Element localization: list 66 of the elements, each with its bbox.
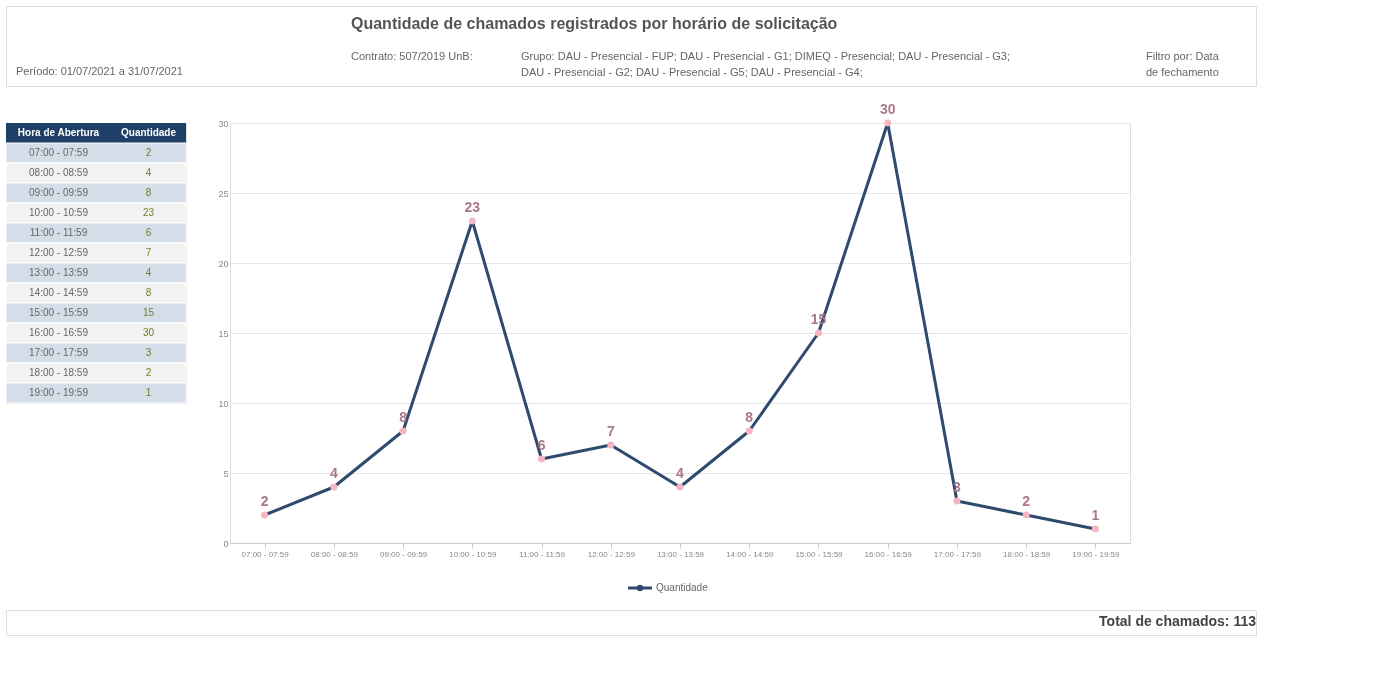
category-label: 10:00 - 10:59 xyxy=(29,207,89,218)
text: Hora de Abertura xyxy=(17,127,100,138)
category-label: 07:00 - 07:59 xyxy=(29,147,89,158)
data-label: 4 xyxy=(329,465,338,481)
text: 2 xyxy=(145,147,152,158)
text: Quantidade xyxy=(120,127,177,138)
text: 2 xyxy=(145,367,152,378)
data-label: 7 xyxy=(606,423,615,439)
x-tick-label: 18:00 - 18:59 xyxy=(1003,549,1051,559)
x-tick-label: 14:00 - 14:59 xyxy=(726,549,774,559)
x-tick-label: 09:00 - 09:59 xyxy=(380,549,428,559)
x-tick-label: 16:00 - 16:59 xyxy=(864,549,913,559)
text: 8 xyxy=(145,287,152,298)
data-label: 2 xyxy=(260,493,269,509)
text: Contrato: 507/2019 UnB: xyxy=(351,50,473,62)
data-label: 8 xyxy=(745,409,754,425)
x-tick-label: 19:00 - 19:59 xyxy=(1072,549,1121,559)
category-label: 09:00 - 09:59 xyxy=(29,187,89,198)
x-tick-label: 17:00 - 17:59 xyxy=(933,549,982,559)
y-tick-label: 10 xyxy=(218,398,229,409)
category-label: 14:00 - 14:59 xyxy=(29,287,89,298)
category-label: 19:00 - 19:59 xyxy=(29,387,89,398)
data-label: 2 xyxy=(1022,493,1031,509)
y-tick-label: 15 xyxy=(218,328,229,339)
category-label: 12:00 - 12:59 xyxy=(29,247,89,258)
data-label: 4 xyxy=(676,465,685,481)
text: 3 xyxy=(145,347,152,358)
text: 8 xyxy=(145,187,152,198)
data-label: 6 xyxy=(537,437,546,453)
data-label: 23 xyxy=(464,199,481,215)
category-label: 08:00 - 08:59 xyxy=(29,167,89,178)
text: 30 xyxy=(142,327,155,338)
x-tick-label: 07:00 - 07:59 xyxy=(241,549,290,559)
x-tick-label: 11:00 - 11:59 xyxy=(519,549,566,559)
y-tick-label: 0 xyxy=(223,538,229,549)
category-label: 13:00 - 13:59 xyxy=(29,267,89,278)
text: 7 xyxy=(145,247,152,258)
x-tick-label: 08:00 - 08:59 xyxy=(310,549,359,559)
text: 6 xyxy=(145,227,152,238)
data-label: 1 xyxy=(1091,507,1100,523)
y-tick-label: 5 xyxy=(223,468,229,479)
legend-label: Quantidade xyxy=(656,582,709,593)
category-label: 16:00 - 16:59 xyxy=(29,327,89,338)
y-tick-label: 25 xyxy=(218,188,229,199)
text: Período: 01/07/2021 a 31/07/2021 xyxy=(16,65,183,77)
category-label: 15:00 - 15:59 xyxy=(29,307,89,318)
text: Grupo: DAU - Presencial - FUP; DAU - Presencial - G1; DIMEQ - Presencial; DAU - Presencial - G3; DAU - Presencial - G2; DAU - Presencial - G5; DAU - Presencial - G4; xyxy=(521,50,1011,78)
category-label: 11:00 - 11:59 xyxy=(29,227,88,238)
chart-title: Quantidade de chamados registrados por horário de solicitação xyxy=(351,15,838,32)
category-label: 18:00 - 18:59 xyxy=(29,367,89,378)
x-tick-label: 10:00 - 10:59 xyxy=(449,549,497,559)
x-tick-label: 15:00 - 15:59 xyxy=(795,549,844,559)
y-tick-label: 20 xyxy=(218,258,229,269)
text: 15 xyxy=(142,307,155,318)
text: 1 xyxy=(145,387,152,398)
text: 23 xyxy=(142,207,155,218)
category-label: 17:00 - 17:59 xyxy=(29,347,89,358)
text: Filtro por: Data de fechamento xyxy=(1146,50,1220,78)
x-tick-label: 12:00 - 12:59 xyxy=(587,549,636,559)
y-tick-label: 30 xyxy=(218,118,229,129)
text: 4 xyxy=(145,267,152,278)
data-label: 8 xyxy=(399,409,408,425)
x-tick-label: 13:00 - 13:59 xyxy=(656,549,705,559)
text: Total de chamados: 113 xyxy=(1099,613,1257,629)
data-label: 30 xyxy=(879,101,896,117)
text: 4 xyxy=(145,167,152,178)
